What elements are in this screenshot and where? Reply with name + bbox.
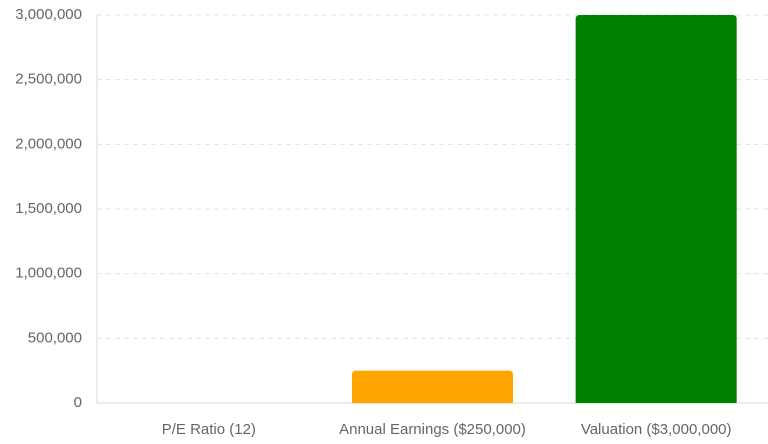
y-tick-label: 2,500,000: [15, 71, 82, 88]
y-tick-label: 500,000: [28, 329, 82, 346]
x-tick-label: Annual Earnings ($250,000): [339, 421, 526, 438]
y-tick-label: 1,000,000: [15, 265, 82, 282]
y-tick-label: 1,500,000: [15, 200, 82, 217]
y-tick-label: 2,000,000: [15, 135, 82, 152]
bar: [575, 15, 737, 403]
x-tick-label: P/E Ratio (12): [162, 421, 256, 438]
x-tick-label: Valuation ($3,000,000): [581, 421, 732, 438]
bar: [351, 370, 514, 403]
y-tick-label: 3,000,000: [15, 6, 82, 23]
y-tick-label: 0: [74, 394, 82, 411]
